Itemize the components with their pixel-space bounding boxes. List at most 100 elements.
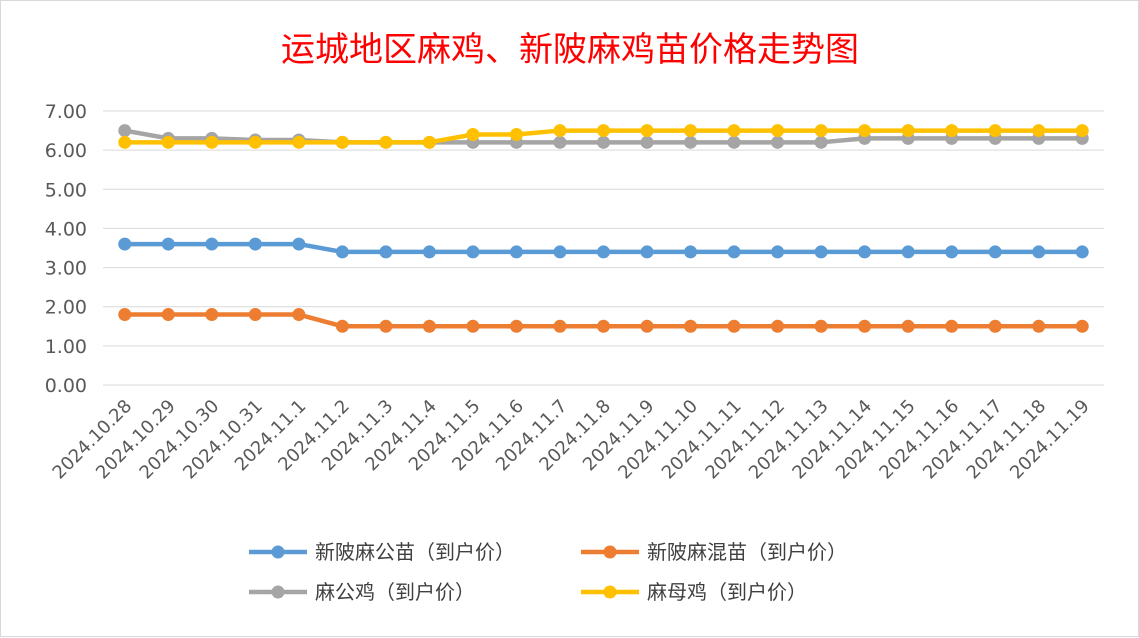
data-point xyxy=(814,319,828,333)
y-tick-label: 1.00 xyxy=(45,336,87,358)
y-tick-label: 0.00 xyxy=(45,375,87,397)
data-point xyxy=(684,319,698,333)
data-point xyxy=(118,308,132,322)
legend-label: 麻母鸡（到户价） xyxy=(647,580,807,604)
data-point xyxy=(1032,124,1046,138)
data-point xyxy=(248,237,262,251)
data-point xyxy=(684,124,698,138)
data-point xyxy=(335,135,349,149)
data-point xyxy=(814,245,828,259)
legend-item: 麻母鸡（到户价） xyxy=(581,580,807,604)
data-point xyxy=(640,124,654,138)
data-point xyxy=(597,135,610,149)
x-axis-tick-labels: 2024.10.282024.10.292024.10.302024.10.31… xyxy=(49,396,1094,484)
data-point xyxy=(205,237,219,251)
data-point xyxy=(771,135,785,149)
series-1 xyxy=(118,237,1089,259)
data-point xyxy=(945,319,959,333)
data-point xyxy=(335,245,349,259)
y-tick-label: 3.00 xyxy=(45,258,87,280)
legend-marker xyxy=(271,585,285,599)
y-axis-tick-labels: 0.00 1.00 2.00 3.00 4.00 5.00 6.00 7.00 xyxy=(45,101,87,397)
data-point xyxy=(1032,245,1046,259)
data-point xyxy=(1075,124,1089,138)
data-point xyxy=(945,245,959,259)
data-point xyxy=(553,245,567,259)
data-point xyxy=(379,319,393,333)
series-layer xyxy=(118,124,1089,333)
grid-layer xyxy=(103,110,1104,386)
data-point xyxy=(727,319,741,333)
data-point xyxy=(771,124,785,138)
data-point xyxy=(553,135,567,149)
legend-item: 新陂麻公苗（到户价） xyxy=(249,540,515,564)
data-point xyxy=(901,319,915,333)
data-point xyxy=(814,135,828,149)
data-point xyxy=(161,308,175,322)
data-point xyxy=(640,319,654,333)
data-point xyxy=(727,135,741,149)
y-tick-label: 6.00 xyxy=(45,140,87,162)
data-point xyxy=(988,124,1002,138)
data-point xyxy=(901,245,915,259)
data-point xyxy=(379,135,393,149)
data-point xyxy=(422,135,436,149)
legend-item: 新陂麻混苗（到户价） xyxy=(581,540,847,564)
data-point xyxy=(553,124,567,138)
data-point xyxy=(597,319,610,333)
data-point xyxy=(988,245,1002,259)
series-4 xyxy=(118,124,1089,149)
data-point xyxy=(814,124,828,138)
data-point xyxy=(988,319,1002,333)
data-point xyxy=(771,319,785,333)
data-point xyxy=(292,135,306,149)
data-point xyxy=(553,319,567,333)
data-point xyxy=(118,237,132,251)
data-point xyxy=(597,245,610,259)
data-point xyxy=(597,124,610,138)
data-point xyxy=(292,308,306,322)
data-point xyxy=(422,319,436,333)
data-point xyxy=(118,124,132,138)
data-point xyxy=(509,245,523,259)
legend-label: 新陂麻混苗（到户价） xyxy=(647,540,847,564)
data-point xyxy=(858,124,872,138)
legend-label: 新陂麻公苗（到户价） xyxy=(315,540,515,564)
data-point xyxy=(292,237,306,251)
legend-item: 麻公鸡（到户价） xyxy=(249,580,475,604)
data-point xyxy=(727,245,741,259)
y-tick-label: 4.00 xyxy=(45,218,87,240)
data-point xyxy=(161,135,175,149)
data-point xyxy=(466,127,480,141)
data-point xyxy=(161,237,175,251)
legend-marker xyxy=(271,545,285,559)
y-tick-label: 5.00 xyxy=(45,179,87,201)
data-point xyxy=(684,135,698,149)
y-tick-label: 2.00 xyxy=(45,297,87,319)
data-point xyxy=(509,319,523,333)
data-point xyxy=(901,124,915,138)
data-point xyxy=(335,319,349,333)
data-point xyxy=(509,127,523,141)
data-point xyxy=(858,319,872,333)
data-point xyxy=(640,245,654,259)
legend-marker xyxy=(603,545,617,559)
data-point xyxy=(1075,245,1089,259)
data-point xyxy=(466,245,480,259)
data-point xyxy=(466,319,480,333)
data-point xyxy=(379,245,393,259)
data-point xyxy=(858,245,872,259)
data-point xyxy=(945,124,959,138)
y-tick-label: 7.00 xyxy=(45,101,87,123)
data-point xyxy=(118,135,132,149)
data-point xyxy=(422,245,436,259)
data-point xyxy=(1075,319,1089,333)
data-point xyxy=(640,135,654,149)
data-point xyxy=(248,135,262,149)
data-point xyxy=(771,245,785,259)
data-point xyxy=(205,308,219,322)
data-point xyxy=(727,124,741,138)
series-2 xyxy=(118,308,1089,333)
